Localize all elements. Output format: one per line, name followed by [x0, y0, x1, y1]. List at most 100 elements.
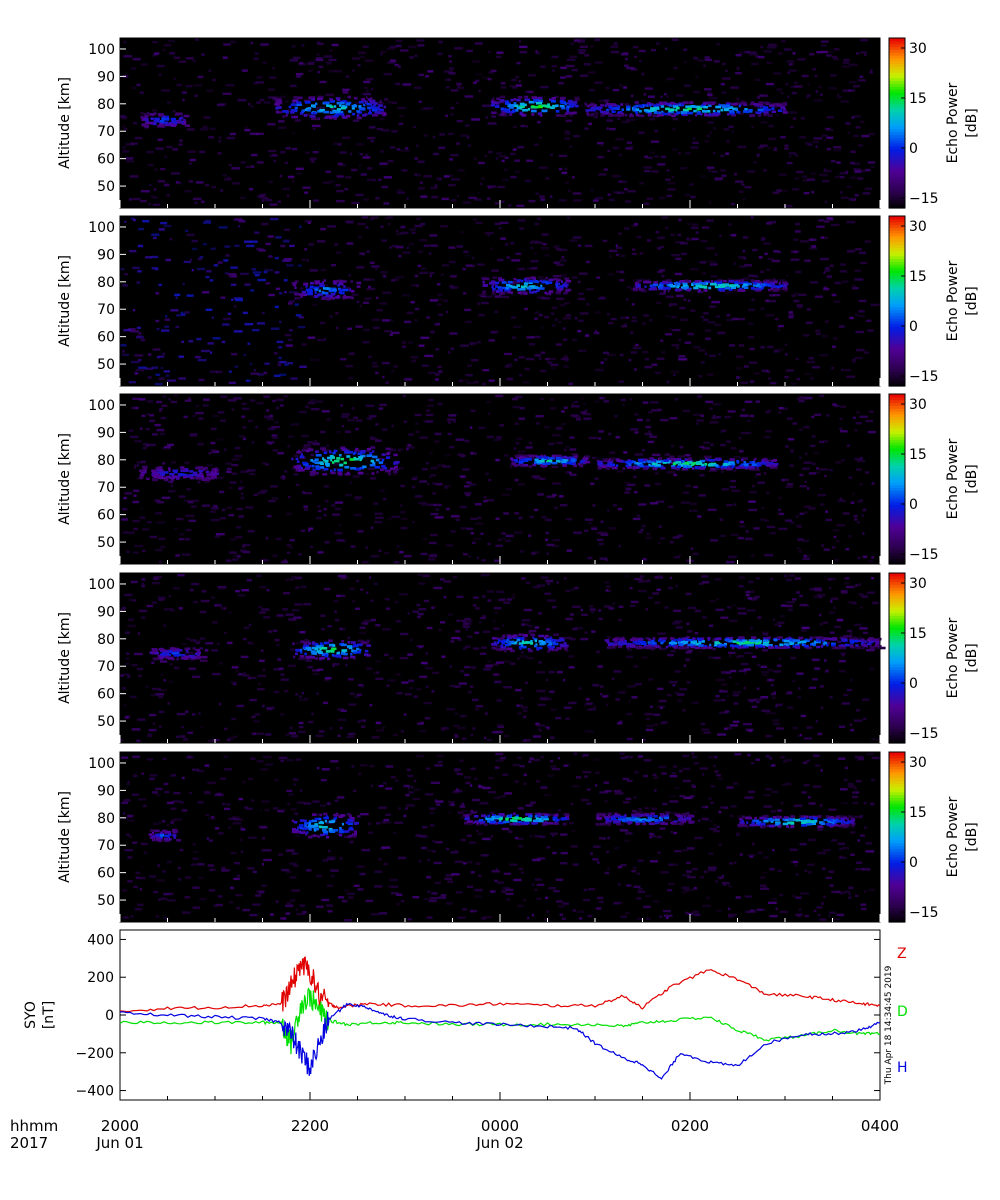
colorbar-step: [889, 771, 905, 776]
colorbar-step: [889, 677, 905, 682]
colorbar-step: [889, 484, 905, 489]
colorbar-step: [889, 907, 905, 912]
colorbar-step: [889, 902, 905, 906]
colorbar-step: [889, 803, 905, 807]
colorbar-step: [889, 131, 905, 135]
colorbar-step: [889, 811, 905, 815]
colorbar-step: [889, 740, 905, 744]
colorbar-step: [889, 573, 905, 577]
colorbar-step: [889, 510, 905, 514]
colorbar-step: [889, 527, 905, 531]
colorbar-step: [889, 165, 905, 169]
colorbar-step: [889, 845, 905, 849]
colorbar-step: [889, 618, 905, 622]
echo-layer: [604, 636, 886, 650]
colorbar-unit: [dB]: [964, 643, 980, 672]
colorbar-step: [889, 66, 905, 70]
colorbar-step: [889, 555, 905, 559]
colorbar-step: [889, 871, 905, 875]
colorbar-step: [889, 584, 905, 588]
colorbar-tick-label: −15: [909, 547, 939, 563]
colorbar-step: [889, 108, 905, 113]
colorbar-step: [889, 780, 905, 784]
colorbar-step: [889, 380, 905, 384]
colorbar-step: [889, 326, 905, 330]
colorbar-step: [889, 312, 905, 316]
y-tick-label: 80: [97, 453, 115, 469]
colorbar-step: [889, 544, 905, 548]
y-tick-label: 50: [97, 893, 115, 909]
echo-panel-5: 100 90 80 70 60 50 Altitude [km] 30 15 0 −15 Echo P…: [57, 751, 980, 923]
colorbar-tick-label: 0: [909, 497, 918, 513]
echo-layer: [148, 828, 182, 843]
echo-layer: [291, 279, 362, 301]
colorbar-step: [889, 340, 905, 345]
colorbar-step: [889, 128, 905, 133]
colorbar-step: [889, 315, 905, 319]
y-tick-label: 100: [88, 577, 115, 593]
colorbar-step: [889, 646, 905, 651]
colorbar-step: [889, 425, 905, 429]
colorbar-step: [889, 794, 905, 798]
y-tick-label: −400: [76, 1084, 114, 1100]
colorbar-step: [889, 422, 905, 426]
colorbar-step: [889, 450, 905, 455]
y-tick-label: 90: [97, 783, 115, 799]
timestamp-label: Thu Apr 18 14:34:45 2019: [884, 965, 894, 1085]
echo-layer: [509, 454, 591, 468]
colorbar-step: [889, 680, 905, 685]
colorbar-step: [889, 638, 905, 642]
y-tick-label: 50: [97, 357, 115, 373]
panel-background: [120, 752, 880, 922]
x-date-label: Jun 01: [95, 1134, 143, 1152]
colorbar-unit: [dB]: [964, 108, 980, 137]
colorbar-step: [889, 532, 905, 537]
colorbar-step: [889, 828, 905, 832]
colorbar-step: [889, 547, 905, 551]
colorbar-step: [889, 402, 905, 406]
y-tick-label: 400: [87, 932, 114, 948]
colorbar-step: [889, 157, 905, 161]
colorbar-tick-label: 30: [909, 219, 927, 235]
colorbar-step: [889, 360, 905, 364]
y-axis-label: Altitude [km]: [57, 77, 73, 169]
colorbar-step: [889, 264, 905, 268]
y-tick-label: 80: [97, 97, 115, 113]
colorbar-tick-label: 15: [909, 269, 927, 285]
colorbar-step: [889, 604, 905, 608]
year-label: 2017: [10, 1134, 48, 1152]
colorbar-step: [889, 834, 905, 838]
noise-texture: [121, 394, 876, 564]
colorbar-step: [889, 862, 905, 866]
y-tick-label: 60: [97, 866, 115, 882]
colorbar-step: [889, 683, 905, 687]
colorbar-tick-label: 30: [909, 41, 927, 57]
colorbar-step: [889, 83, 905, 87]
colorbar-step: [889, 230, 905, 234]
colorbar-step: [889, 720, 905, 724]
colorbar-step: [889, 694, 905, 699]
y-tick-label: 90: [97, 69, 115, 85]
colorbar-tick-label: −15: [909, 726, 939, 742]
colorbar-step: [889, 655, 905, 659]
colorbar-step: [889, 868, 905, 872]
colorbar-step: [889, 125, 905, 130]
colorbar-step: [889, 624, 905, 628]
colorbar-step: [889, 666, 905, 670]
colorbar-step: [889, 196, 905, 201]
echo-panel-2: 100 90 80 70 60 50 Altitude [km] 30 15 0 −15 Echo P…: [57, 215, 980, 387]
y-tick-label: 70: [97, 302, 115, 318]
colorbar-step: [889, 247, 905, 251]
x-tick-label: 2200: [291, 1117, 329, 1135]
colorbar-step: [889, 470, 905, 474]
y-tick-label: 50: [97, 179, 115, 195]
echo-panel-1: 100 90 80 70 60 50 Altitude [km] 30 15 0 −15 Echo P…: [57, 37, 980, 209]
colorbar-label: Echo Power: [945, 438, 961, 519]
colorbar-step: [889, 481, 905, 486]
colorbar-step: [889, 859, 905, 864]
colorbar-step: [889, 354, 905, 359]
colorbar-step: [889, 643, 905, 648]
colorbar-step: [889, 416, 905, 421]
